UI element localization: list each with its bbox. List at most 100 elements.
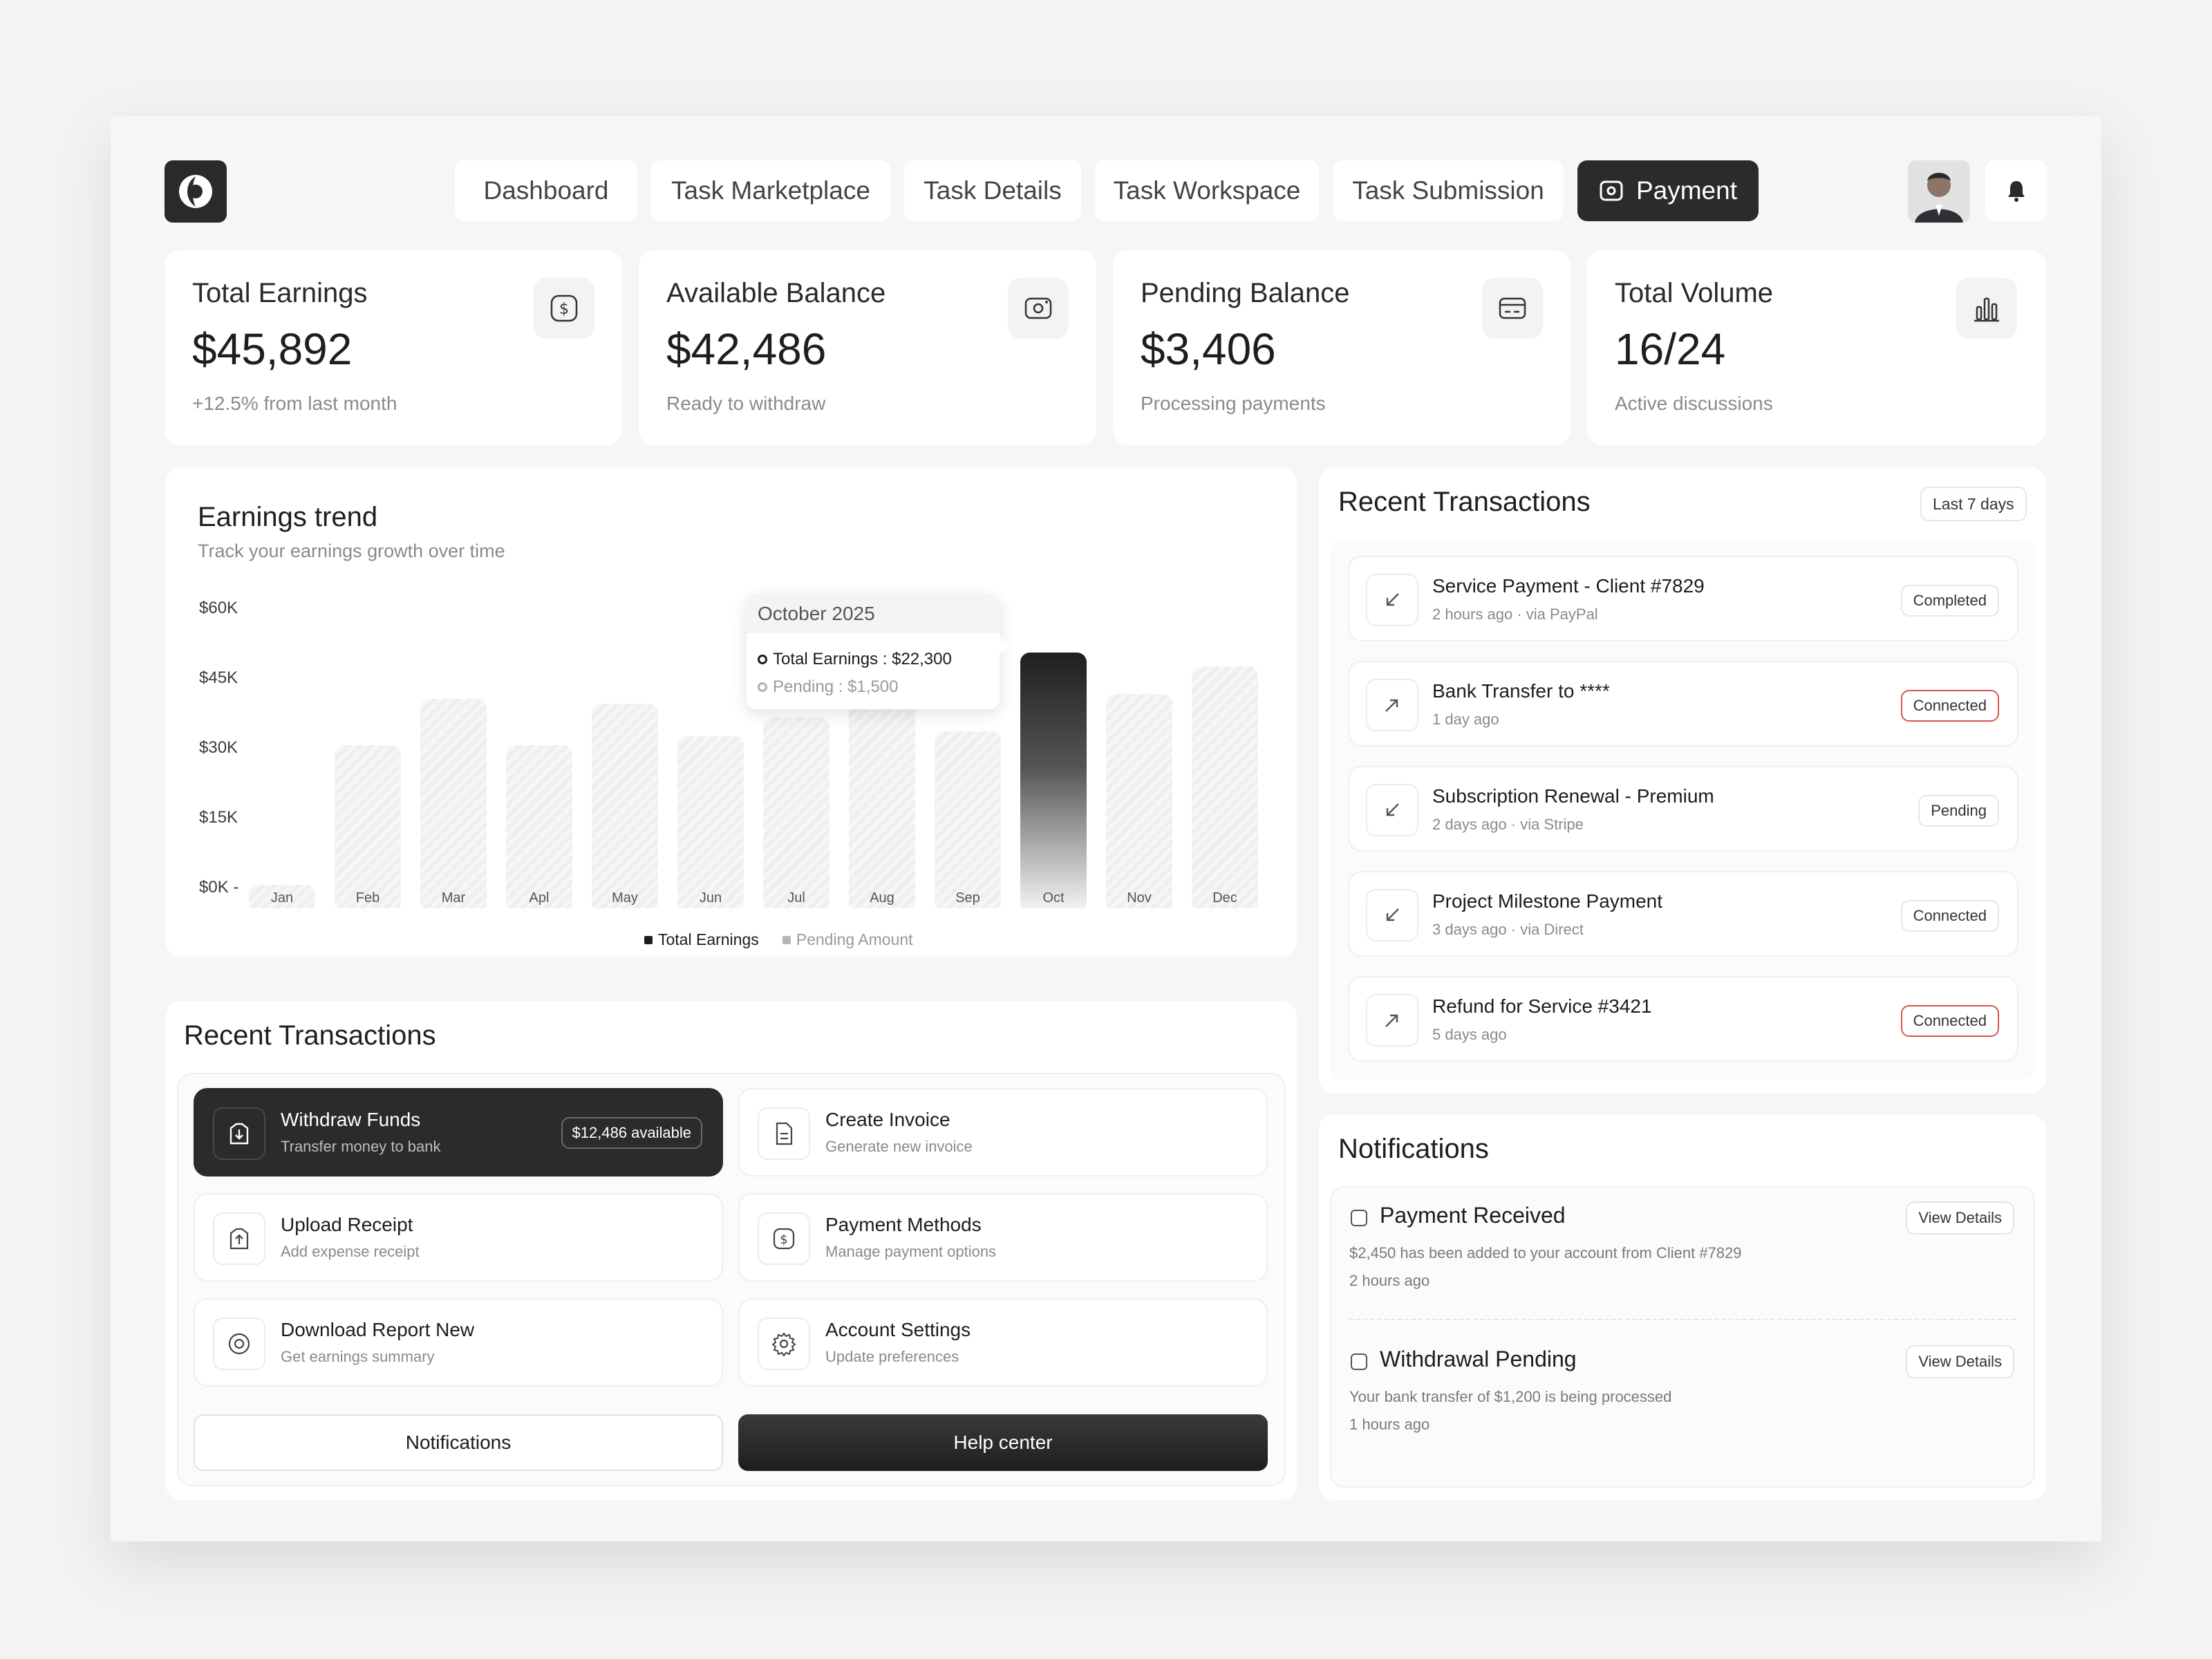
- notifications-button[interactable]: Notifications: [194, 1414, 723, 1471]
- tab-task-marketplace[interactable]: Task Marketplace: [651, 160, 890, 221]
- credit-card-icon: [1499, 297, 1526, 319]
- x-tick-label: Aug: [870, 890, 894, 906]
- bar-jun[interactable]: [677, 735, 744, 908]
- tx-direction: [1366, 574, 1418, 626]
- tooltip-pending-text: Pending : $1,500: [773, 677, 899, 696]
- account-settings-action[interactable]: Account Settings Update preferences: [738, 1298, 1268, 1387]
- legend-swatch-icon: [644, 935, 653, 944]
- bar-jan[interactable]: [249, 885, 315, 908]
- bar-dec[interactable]: [1192, 666, 1258, 908]
- legend-item-pending-amount[interactable]: Pending Amount: [782, 930, 913, 949]
- bar-aug[interactable]: [849, 689, 915, 908]
- status-badge: Connected: [1900, 1005, 1999, 1037]
- arrow-up-right-icon: [1385, 699, 1398, 712]
- stat-label: Available Balance: [666, 278, 886, 308]
- avatar[interactable]: [1908, 160, 1970, 223]
- tx-direction: [1366, 994, 1418, 1047]
- bar-oct[interactable]: [1020, 652, 1087, 908]
- chart-legend: Total Earnings Pending Amount: [644, 930, 913, 949]
- tx-subtitle: 5 days ago: [1432, 1026, 1507, 1043]
- download-report-action[interactable]: Download Report New Get earnings summary: [194, 1298, 723, 1387]
- tab-task-details[interactable]: Task Details: [904, 160, 1081, 221]
- recent-transactions-card: Recent Transactions Last 7 days Service …: [1319, 467, 2046, 1094]
- action-icon: [213, 1318, 265, 1370]
- legend-label: Total Earnings: [658, 930, 759, 948]
- upload-receipt-action[interactable]: Upload Receipt Add expense receipt: [194, 1193, 723, 1282]
- tab-payment[interactable]: Payment: [1577, 160, 1759, 221]
- x-tick-label: Sep: [955, 890, 980, 906]
- tx-subtitle: 3 days ago · via Direct: [1432, 921, 1584, 938]
- stat-value: $42,486: [666, 324, 827, 374]
- bar-feb[interactable]: [335, 745, 401, 908]
- transaction-row[interactable]: Refund for Service #3421 5 days ago Conn…: [1348, 976, 2018, 1062]
- create-invoice-action[interactable]: Create Invoice Generate new invoice: [738, 1088, 1268, 1177]
- legend-label: Pending Amount: [796, 930, 913, 948]
- transaction-row[interactable]: Service Payment - Client #7829 2 hours a…: [1348, 556, 2018, 641]
- help-center-button[interactable]: Help center: [738, 1414, 1268, 1471]
- action-subtitle: Transfer money to bank: [281, 1138, 441, 1155]
- invoice-icon: [776, 1122, 793, 1145]
- bar-jul[interactable]: [763, 717, 830, 908]
- status-badge: Connected: [1900, 900, 1999, 932]
- notification-desc: $2,450 has been added to your account fr…: [1349, 1244, 1742, 1262]
- transaction-row[interactable]: Subscription Renewal - Premium 2 days ag…: [1348, 766, 2018, 852]
- app-logo[interactable]: [165, 160, 227, 223]
- user-avatar-icon: [1908, 160, 1970, 223]
- legend-item-total-earnings[interactable]: Total Earnings: [644, 930, 759, 949]
- notifications-button[interactable]: [1985, 160, 2047, 221]
- x-tick-label: Dec: [1212, 890, 1237, 906]
- tooltip-title: October 2025: [758, 603, 875, 624]
- tab-label: Task Details: [924, 176, 1062, 205]
- tab-task-workspace[interactable]: Task Workspace: [1095, 160, 1319, 221]
- stat-sub: Processing payments: [1141, 393, 1326, 414]
- notification-checkbox[interactable]: [1351, 1353, 1367, 1370]
- view-details-button[interactable]: View Details: [1906, 1201, 2014, 1235]
- y-tick-label: $15K: [199, 808, 238, 827]
- payment-methods-action[interactable]: $ Payment Methods Manage payment options: [738, 1193, 1268, 1282]
- stat-icon: [1008, 278, 1069, 339]
- notification-time: 1 hours ago: [1349, 1416, 1430, 1433]
- earnings-trend-card: Earnings trend Track your earnings growt…: [166, 467, 1297, 957]
- y-tick-label: $30K: [199, 738, 238, 757]
- bell-icon: [2008, 181, 2025, 202]
- date-filter-dropdown[interactable]: Last 7 days: [1920, 487, 2027, 521]
- notification-checkbox[interactable]: [1351, 1210, 1367, 1226]
- tab-dashboard[interactable]: Dashboard: [455, 160, 637, 221]
- transaction-row[interactable]: Bank Transfer to **** 1 day ago Connecte…: [1348, 661, 2018, 747]
- action-title: Payment Methods: [825, 1214, 982, 1235]
- dollar-icon: $: [773, 1228, 795, 1250]
- bar-may[interactable]: [592, 703, 658, 908]
- action-title: Account Settings: [825, 1319, 971, 1340]
- x-tick-label: Feb: [355, 890, 380, 906]
- bar-apl[interactable]: [506, 745, 572, 908]
- tab-label: Task Marketplace: [671, 176, 870, 205]
- bar-sep[interactable]: [935, 731, 1001, 908]
- tx-title: Service Payment - Client #7829: [1432, 575, 1705, 597]
- tx-direction: [1366, 679, 1418, 731]
- tooltip-line-pending: Pending : $1,500: [758, 677, 899, 697]
- action-icon: [758, 1107, 810, 1160]
- app-window: Dashboard Task Marketplace Task Details …: [111, 116, 2101, 1541]
- tab-task-submission[interactable]: Task Submission: [1333, 160, 1564, 221]
- x-tick-label: Apl: [529, 890, 550, 906]
- stat-value: 16/24: [1615, 324, 1726, 374]
- action-subtitle: Manage payment options: [825, 1243, 997, 1260]
- withdraw-funds-action[interactable]: Withdraw Funds Transfer money to bank $1…: [194, 1088, 723, 1177]
- action-icon: $: [758, 1212, 810, 1265]
- upload-icon: [229, 1228, 249, 1250]
- action-icon: [758, 1318, 810, 1370]
- chart-tooltip: October 2025 Total Earnings : $22,300 Pe…: [747, 594, 1011, 709]
- stat-sub: Ready to withdraw: [666, 393, 826, 414]
- chart-title: Earnings trend: [198, 502, 378, 532]
- transaction-row[interactable]: Project Milestone Payment 3 days ago · v…: [1348, 871, 2018, 957]
- wallet-icon: [1600, 180, 1623, 201]
- view-details-button[interactable]: View Details: [1906, 1345, 2014, 1378]
- bar-nov[interactable]: [1106, 694, 1172, 908]
- tab-label: Task Submission: [1352, 176, 1544, 205]
- stat-card-available-balance: Available Balance $42,486 Ready to withd…: [639, 250, 1096, 445]
- arrow-up-right-icon: [1385, 1014, 1398, 1027]
- bar-mar[interactable]: [420, 699, 487, 908]
- quick-actions-card: Recent Transactions Withdraw Funds Trans…: [166, 1001, 1297, 1500]
- y-tick-label: $0K -: [199, 878, 239, 897]
- arrow-down-left-icon: [1386, 908, 1399, 921]
